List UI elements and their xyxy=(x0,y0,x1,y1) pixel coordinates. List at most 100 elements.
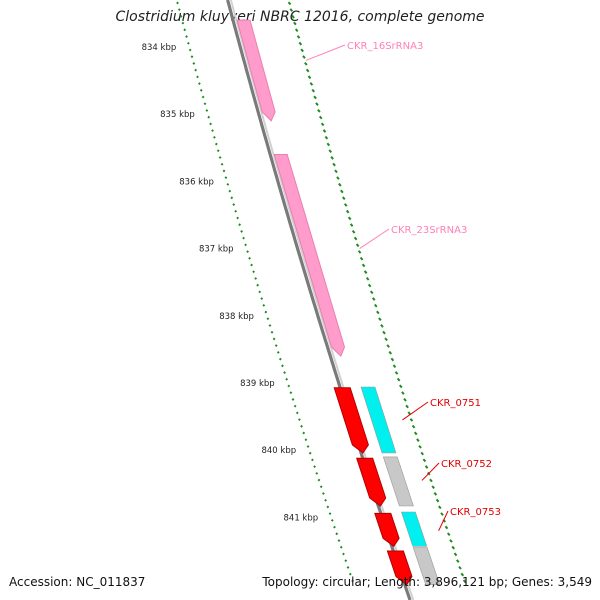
outer-tick xyxy=(342,196,346,201)
outer-tick xyxy=(458,565,462,570)
minor-tick xyxy=(337,539,341,542)
feature-leader-line xyxy=(359,228,390,250)
minor-tick xyxy=(234,209,238,213)
outer-tick xyxy=(392,364,397,369)
outer-tick xyxy=(396,377,401,382)
minor-tick xyxy=(339,545,343,549)
inner-track-box xyxy=(360,386,397,454)
outer-tick xyxy=(298,41,303,46)
minor-tick xyxy=(302,431,306,435)
ruler-label: 839 kbp xyxy=(240,379,275,389)
ruler-label: 840 kbp xyxy=(261,446,296,456)
minor-tick xyxy=(220,162,224,166)
minor-tick xyxy=(185,35,188,38)
minor-tick xyxy=(201,95,205,99)
outer-tick xyxy=(338,182,342,187)
minor-tick xyxy=(287,384,291,388)
outer-tick xyxy=(460,572,465,577)
minor-tick xyxy=(183,28,187,32)
outer-tick xyxy=(330,156,334,160)
outer-tick xyxy=(407,411,412,416)
minor-tick xyxy=(186,41,190,45)
minor-tick xyxy=(306,445,310,448)
outer-tick xyxy=(289,8,294,12)
outer-tick xyxy=(311,88,316,93)
minor-tick xyxy=(211,129,214,133)
accession-label: Accession: NC_011837 xyxy=(9,575,146,589)
minor-tick xyxy=(205,109,209,112)
outer-tick xyxy=(320,122,325,127)
minor-tick xyxy=(283,371,286,374)
feature-leader-line xyxy=(421,462,440,481)
outer-tick xyxy=(347,216,352,221)
inner-track-box xyxy=(382,456,414,507)
minor-tick xyxy=(177,8,181,12)
outer-tick xyxy=(411,424,416,429)
gene-feature-arrow xyxy=(333,387,369,454)
minor-tick xyxy=(179,14,183,18)
minor-tick xyxy=(308,451,312,455)
minor-tick xyxy=(256,283,260,287)
feature-label: CKR_23SrRNA3 xyxy=(391,225,467,236)
minor-tick xyxy=(192,62,196,65)
outer-tick xyxy=(449,539,453,543)
minor-tick xyxy=(214,142,218,146)
minor-tick xyxy=(213,135,216,139)
genome-summary-label: Topology: circular; Length: 3,896,121 bp… xyxy=(262,575,592,589)
minor-tick xyxy=(328,512,332,516)
minor-tick xyxy=(242,236,245,240)
minor-tick xyxy=(268,324,272,327)
minor-tick xyxy=(196,75,199,79)
feature-label: CKR_0753 xyxy=(450,507,501,518)
outer-tick xyxy=(296,35,301,39)
ruler-ticks xyxy=(176,1,467,584)
minor-tick xyxy=(216,149,220,153)
gene-feature-arrow xyxy=(374,512,400,548)
minor-tick xyxy=(278,357,282,361)
minor-tick xyxy=(298,418,301,421)
outer-tick xyxy=(388,350,393,355)
minor-tick xyxy=(266,317,270,321)
outer-tick xyxy=(315,102,319,106)
gene-feature-arrow xyxy=(386,550,413,586)
minor-tick xyxy=(344,559,348,563)
minor-tick xyxy=(333,525,336,529)
feature-label: CKR_0751 xyxy=(430,398,481,409)
outer-tick xyxy=(359,256,364,261)
minor-tick xyxy=(321,492,325,495)
minor-tick xyxy=(226,182,230,186)
outer-tick xyxy=(429,478,433,483)
ruler-label: 838 kbp xyxy=(219,312,254,322)
ruler-label: 834 kbp xyxy=(142,43,177,53)
feature-label: CKR_0752 xyxy=(441,459,492,470)
minor-tick xyxy=(311,458,314,462)
outer-tick xyxy=(403,397,407,402)
minor-tick xyxy=(236,216,240,220)
minor-tick xyxy=(313,465,316,469)
outer-tick xyxy=(343,203,348,207)
minor-tick xyxy=(270,330,274,334)
minor-tick xyxy=(293,404,297,408)
outer-tick xyxy=(313,95,317,100)
outer-tick xyxy=(451,545,456,550)
minor-tick xyxy=(248,256,251,260)
minor-tick xyxy=(324,498,327,502)
minor-tick xyxy=(222,169,226,173)
outer-tick xyxy=(371,297,376,301)
minor-tick xyxy=(181,21,185,25)
minor-tick xyxy=(228,189,232,193)
minor-tick xyxy=(176,1,179,5)
outer-tick xyxy=(300,48,304,53)
outer-tick xyxy=(462,579,467,584)
minor-tick xyxy=(346,566,350,569)
minor-tick xyxy=(317,478,321,482)
outer-tick xyxy=(380,324,384,328)
outer-tick xyxy=(453,552,458,557)
outer-tick xyxy=(416,438,420,442)
outer-tick xyxy=(353,236,358,241)
minor-tick xyxy=(209,122,213,126)
outer-tick xyxy=(332,162,336,167)
outer-tick xyxy=(336,176,340,180)
